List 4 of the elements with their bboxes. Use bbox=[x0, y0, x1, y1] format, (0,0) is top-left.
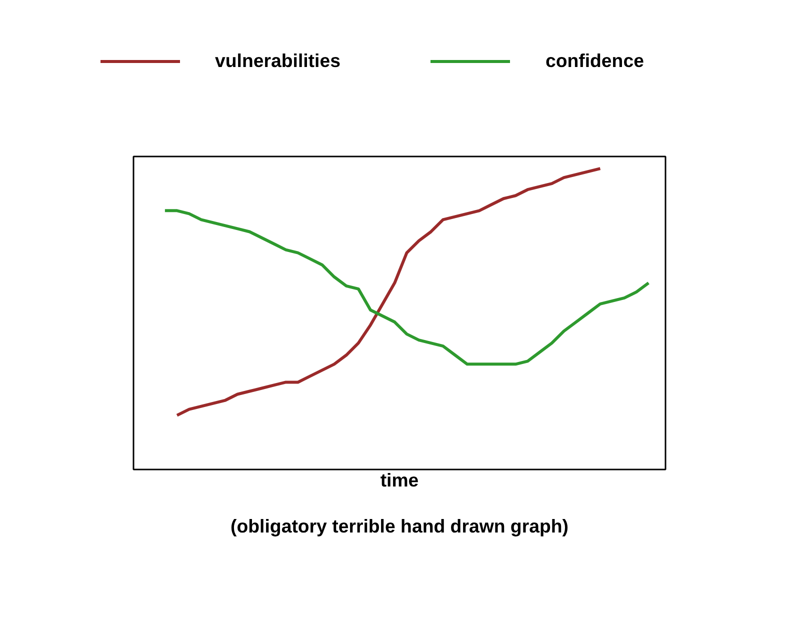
legend-label: confidence bbox=[545, 50, 644, 72]
legend-label: vulnerabilities bbox=[215, 50, 340, 72]
text: (obligatory terrible hand drawn graph) bbox=[230, 516, 568, 536]
x-axis-title: time bbox=[380, 470, 419, 490]
